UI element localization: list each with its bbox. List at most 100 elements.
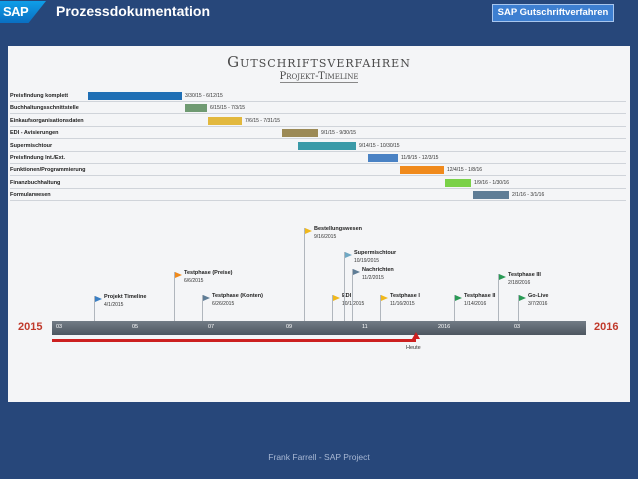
milestone-title: Go-Live: [528, 293, 549, 299]
axis-tick-label: 2016: [438, 324, 451, 330]
timeline-slide: Gutschriftsverfahren Projekt-Timeline Pr…: [8, 46, 630, 402]
task-divider: [10, 163, 626, 164]
axis-tick-label: 11: [362, 324, 368, 330]
milestone-title: Testphase I: [390, 293, 420, 299]
milestone-flag-icon[interactable]: [353, 269, 360, 275]
milestone-title: Nachrichten: [362, 267, 394, 273]
milestone-date: 4/1/2015: [104, 302, 124, 308]
footer-text: Frank Farrell - SAP Project: [268, 452, 370, 462]
task-date-range: 1/9/16 - 1/30/16: [474, 179, 510, 186]
milestone-stem: [94, 296, 95, 321]
task-divider: [10, 150, 626, 152]
milestone-stem: [498, 274, 499, 321]
task-label: Formularwesen: [10, 192, 51, 199]
task-bar[interactable]: [368, 154, 398, 162]
axis-end-year: 2016: [594, 321, 619, 333]
task-bar[interactable]: [473, 191, 509, 200]
task-bar[interactable]: [282, 129, 318, 138]
milestone-date: 1/14/2016: [464, 301, 487, 307]
task-date-range: 12/4/15 - 1/8/16: [447, 167, 483, 174]
task-bar[interactable]: [88, 92, 182, 100]
axis-tick-label: 05: [132, 324, 139, 330]
milestone-stem: [352, 269, 353, 321]
task-bar[interactable]: [185, 104, 207, 113]
task-date-range: 11/9/15 - 12/3/15: [401, 155, 439, 161]
milestone-title: Bestellungswesen: [314, 226, 362, 232]
milestone-date: 6/26/2015: [212, 301, 235, 307]
task-divider: [10, 175, 626, 177]
milestone-flag-icon[interactable]: [175, 272, 182, 278]
milestone-flag-icon[interactable]: [519, 295, 526, 301]
task-divider: [10, 187, 626, 189]
milestone-date: 11/16/2015: [390, 301, 415, 307]
milestone-flag-icon[interactable]: [95, 296, 102, 302]
milestone-stem: [202, 295, 203, 321]
task-date-range: 9/1/15 - 9/30/15: [321, 130, 357, 137]
sap-logo: SAP: [0, 1, 46, 23]
milestone-date: 10/1/2015: [342, 301, 365, 307]
axis-tick-label: 03: [56, 324, 63, 330]
task-date-range: 7/6/15 - 7/31/15: [245, 117, 281, 124]
task-bar[interactable]: [445, 178, 471, 187]
topic-badge[interactable]: SAP Gutschriftverfahren: [492, 4, 614, 22]
axis-tick-label: 07: [208, 324, 215, 330]
milestone-flag-icon[interactable]: [305, 228, 312, 234]
task-label: Funktionen/Programmierung: [10, 167, 86, 174]
milestone-date: 9/16/2015: [314, 234, 337, 240]
milestone-stem: [454, 295, 455, 321]
milestone-date: 10/19/2015: [354, 258, 380, 264]
progress-bar: [52, 339, 416, 342]
task-date-range: 9/14/15 - 10/30/15: [359, 142, 400, 149]
milestone-title: Testphase III: [508, 272, 541, 278]
task-divider: [10, 125, 626, 127]
task-divider: [10, 101, 626, 102]
task-label: Preisfindung Int./Ext.: [10, 155, 66, 161]
axis-start-year: 2015: [18, 321, 43, 333]
milestone-date: 6/6/2015: [184, 278, 204, 284]
milestone-flag-icon[interactable]: [499, 274, 506, 280]
milestone-stem: [380, 295, 381, 321]
task-divider: [10, 138, 626, 140]
milestone-title: Projekt Timeline: [104, 294, 147, 300]
task-divider: [10, 113, 626, 115]
milestone-title: Testphase (Konten): [212, 293, 263, 299]
task-label: Einkaufsorganisationsdaten: [10, 117, 84, 124]
milestone-title: Testphase II: [464, 293, 496, 299]
milestone-flag-icon[interactable]: [455, 295, 462, 301]
axis-tick-label: 03: [514, 324, 521, 330]
milestone-date: 2/18/2016: [508, 280, 531, 286]
task-date-range: 6/15/15 - 7/3/15: [210, 105, 246, 112]
task-date-range: 3/30/15 - 6/12/15: [185, 93, 223, 99]
milestone-stem: [332, 295, 333, 321]
milestone-stem: [304, 228, 305, 321]
milestone-stem: [518, 295, 519, 321]
task-bar[interactable]: [298, 141, 356, 150]
task-label: Supermischtour: [10, 142, 53, 149]
milestone-flag-icon[interactable]: [381, 295, 388, 301]
task-bar[interactable]: [400, 166, 444, 175]
milestone-flag-icon[interactable]: [333, 295, 340, 301]
today-label: Heute: [406, 345, 421, 351]
milestone-title: Testphase (Preise): [184, 270, 233, 276]
milestone-stem: [174, 272, 175, 321]
task-label: EDI - Avisierungen: [10, 130, 59, 137]
task-label: Preisfindung komplett: [10, 93, 69, 99]
milestone-title: Supermischtour: [354, 250, 397, 256]
milestone-title: EDI: [342, 293, 352, 299]
task-label: Buchhaltungsschnittstelle: [10, 105, 79, 112]
task-divider: [10, 200, 626, 202]
title-bar: SAP Prozessdokumentation SAP Gutschriftv…: [0, 0, 638, 24]
axis-tick-label: 09: [286, 324, 293, 330]
timeline-axis: [52, 321, 586, 335]
milestone-date: 11/2/2015: [362, 275, 384, 281]
task-label: Finanzbuchhaltung: [10, 179, 61, 186]
task-date-range: 2/1/16 - 3/1/16: [512, 192, 545, 199]
milestone-date: 3/7/2016: [528, 301, 548, 307]
slide-title: Gutschriftsverfahren: [227, 53, 411, 71]
milestone-flag-icon[interactable]: [345, 252, 352, 258]
slide-subtitle: Projekt-Timeline: [279, 71, 359, 83]
milestone-flag-icon[interactable]: [203, 295, 210, 301]
task-bar[interactable]: [208, 116, 242, 125]
slide-subtitle-wrap: Projekt-Timeline: [8, 71, 630, 83]
app-title: Prozessdokumentation: [56, 3, 211, 19]
